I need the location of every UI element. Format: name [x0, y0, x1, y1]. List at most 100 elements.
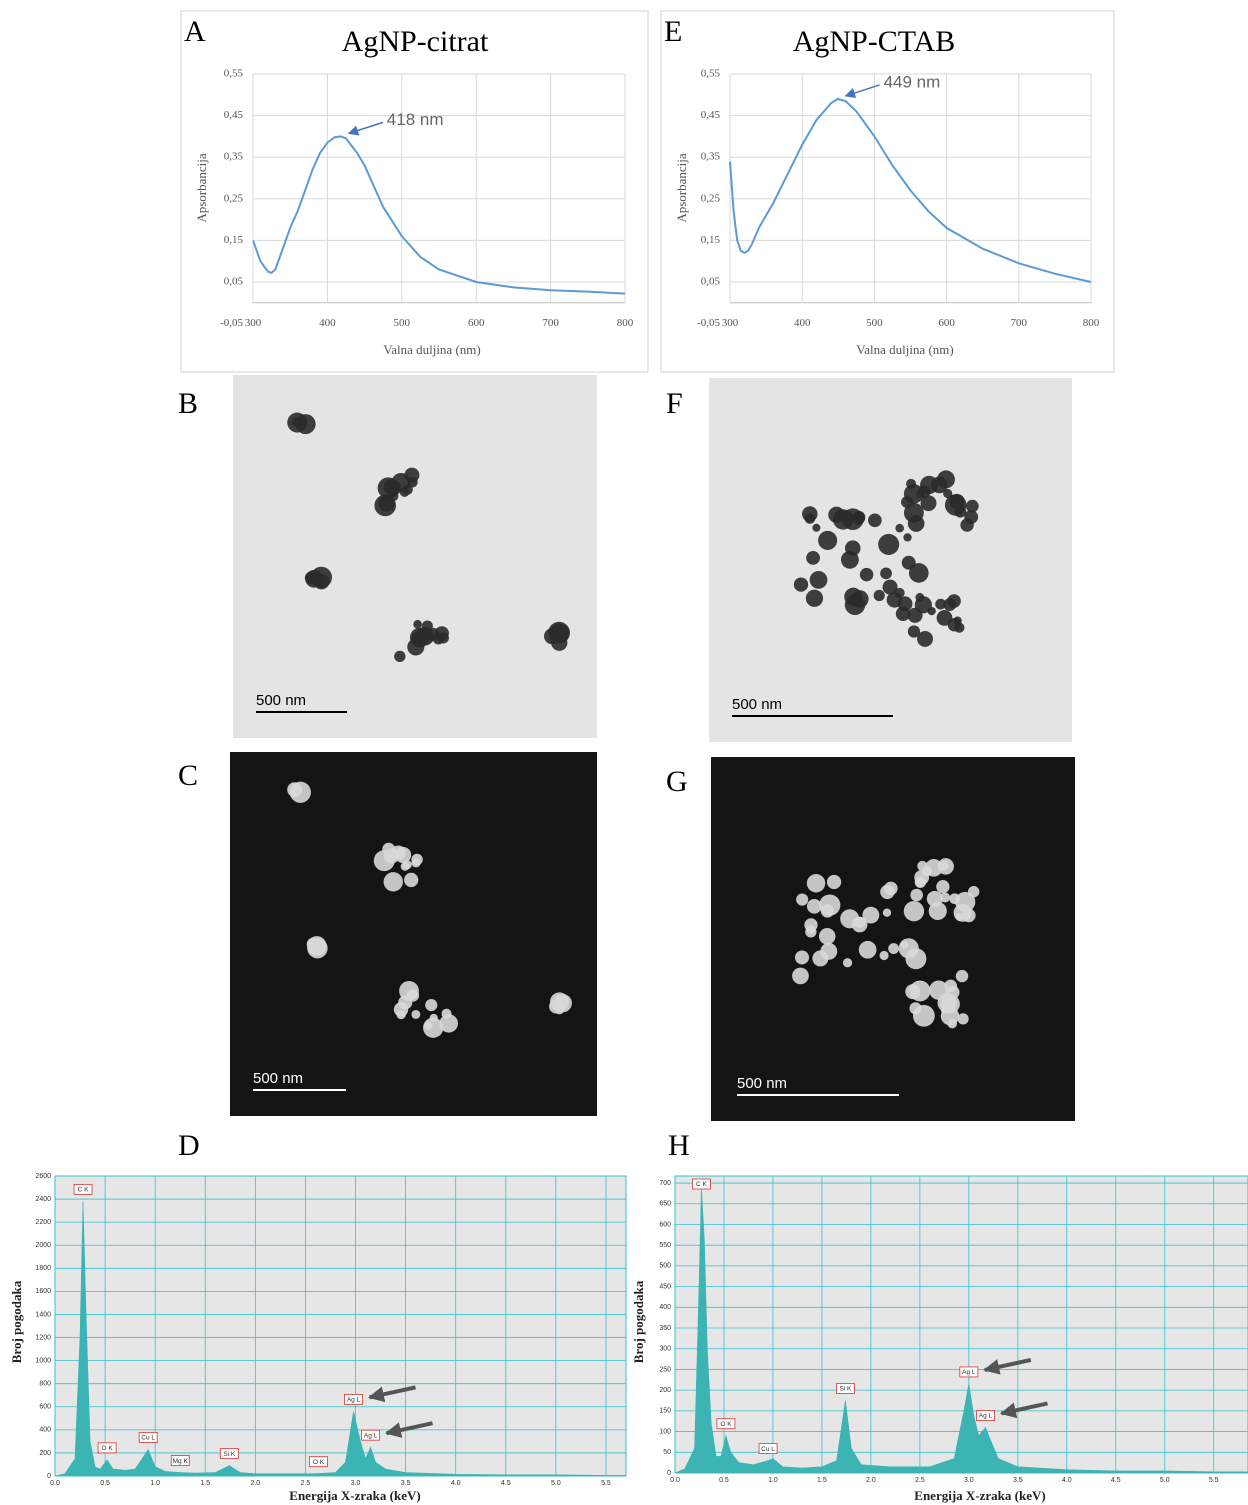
- y-tick-label: 300: [659, 1346, 671, 1353]
- y-tick-label: 0,05: [224, 276, 244, 288]
- peak-label-box: [836, 1383, 855, 1394]
- peak-arrow: [367, 1385, 416, 1403]
- particle: [882, 579, 898, 595]
- particle: [908, 563, 929, 583]
- particle: [898, 938, 919, 959]
- y-tick-label: 700: [659, 1180, 671, 1187]
- particle: [938, 860, 949, 871]
- particle: [917, 860, 928, 872]
- x-tick-label: 2.5: [915, 1477, 925, 1484]
- peak-label: O K: [313, 1459, 325, 1466]
- peak-label: Ag L: [979, 1413, 993, 1420]
- peak-label: Si K: [839, 1386, 852, 1393]
- y-tick-label: 2000: [35, 1242, 51, 1249]
- x-tick-label: 2.0: [250, 1480, 260, 1487]
- peak-label: Ag L: [962, 1369, 976, 1376]
- y-axis-label: Broj pogodaka: [9, 1280, 24, 1363]
- scale-bar-label: 500 nm: [256, 692, 306, 709]
- peak-label: Mg K: [173, 1458, 189, 1465]
- annotation-arrow: [844, 84, 880, 99]
- y-tick-label: 0,25: [224, 192, 244, 204]
- particle: [383, 872, 403, 892]
- y-tick-label: 400: [39, 1427, 51, 1434]
- particle: [929, 980, 949, 1000]
- particle: [805, 589, 824, 607]
- x-tick-label: 0.0: [670, 1477, 680, 1484]
- peak-label: Ag L: [364, 1432, 378, 1439]
- particle: [806, 550, 820, 565]
- particle: [947, 594, 961, 608]
- panel-frame: [180, 10, 649, 373]
- x-tick-label: 5.5: [601, 1480, 611, 1487]
- particle: [858, 940, 877, 959]
- x-tick-label: 700: [542, 317, 559, 329]
- y-tick-label: 2200: [35, 1219, 51, 1226]
- particle: [806, 925, 816, 934]
- y-tick-label: 0,45: [224, 109, 244, 121]
- y-tick-label: 250: [659, 1366, 671, 1373]
- annotation-arrow: [347, 121, 384, 136]
- particle: [862, 906, 880, 924]
- particle: [307, 937, 328, 959]
- x-tick-label: 400: [794, 317, 811, 329]
- particle: [826, 874, 842, 890]
- particle: [374, 494, 396, 517]
- particle: [903, 533, 912, 542]
- panel-letter: G: [666, 765, 688, 798]
- particle: [429, 1013, 438, 1023]
- particle: [859, 567, 874, 582]
- particle: [909, 980, 931, 1002]
- particle: [425, 998, 438, 1012]
- x-tick-label: 1.5: [200, 1480, 210, 1487]
- peak-label-box: [976, 1410, 995, 1421]
- particle: [915, 592, 925, 602]
- particle: [402, 860, 412, 870]
- annotation: 449 nm: [884, 72, 941, 91]
- particle: [809, 570, 828, 589]
- particle: [903, 900, 925, 922]
- y-tick-label: 150: [659, 1408, 671, 1415]
- particle: [795, 950, 810, 965]
- y-tick-label: 1200: [35, 1334, 51, 1341]
- particle: [937, 470, 955, 489]
- particle: [411, 853, 423, 866]
- particle: [812, 523, 821, 532]
- particle: [310, 566, 333, 589]
- x-tick-label: 400: [319, 317, 336, 329]
- y-tick-label: 200: [659, 1387, 671, 1394]
- particle: [900, 940, 909, 949]
- y-tick-label: 2600: [35, 1173, 51, 1180]
- x-tick-label: 500: [866, 317, 883, 329]
- y-tick-label: 0,55: [224, 68, 244, 80]
- x-tick-label: 5.5: [1209, 1477, 1219, 1484]
- chart-title: AgNP-CTAB: [793, 25, 956, 58]
- y-tick-label: 2400: [35, 1196, 51, 1203]
- particle: [424, 1021, 433, 1031]
- particle: [842, 958, 853, 968]
- peak-label: Cu L: [141, 1435, 155, 1442]
- y-tick-label: 0,25: [701, 192, 721, 204]
- peak-label: Ag L: [347, 1397, 361, 1404]
- particle: [554, 1004, 565, 1015]
- y-tick-label: 1800: [35, 1265, 51, 1272]
- particle: [411, 1009, 421, 1019]
- particle: [806, 873, 826, 893]
- x-tick-label: 700: [1011, 317, 1028, 329]
- particle: [935, 598, 947, 610]
- peak-label-box: [170, 1455, 190, 1466]
- x-tick-label: 4.5: [501, 1480, 511, 1487]
- peak-label-box: [344, 1393, 363, 1405]
- peak-label-box: [716, 1418, 736, 1430]
- particle: [943, 488, 953, 499]
- particle: [394, 650, 406, 663]
- particle: [868, 513, 882, 528]
- y-tick-label: 1600: [35, 1288, 51, 1295]
- particle: [903, 484, 924, 504]
- x-tick-label: 4.0: [451, 1480, 461, 1487]
- particle: [796, 893, 809, 906]
- peak-arrow: [983, 1357, 1032, 1375]
- y-axis-label: Apsorbancija: [674, 153, 689, 223]
- particle: [957, 1013, 969, 1025]
- x-tick-label: 500: [394, 317, 411, 329]
